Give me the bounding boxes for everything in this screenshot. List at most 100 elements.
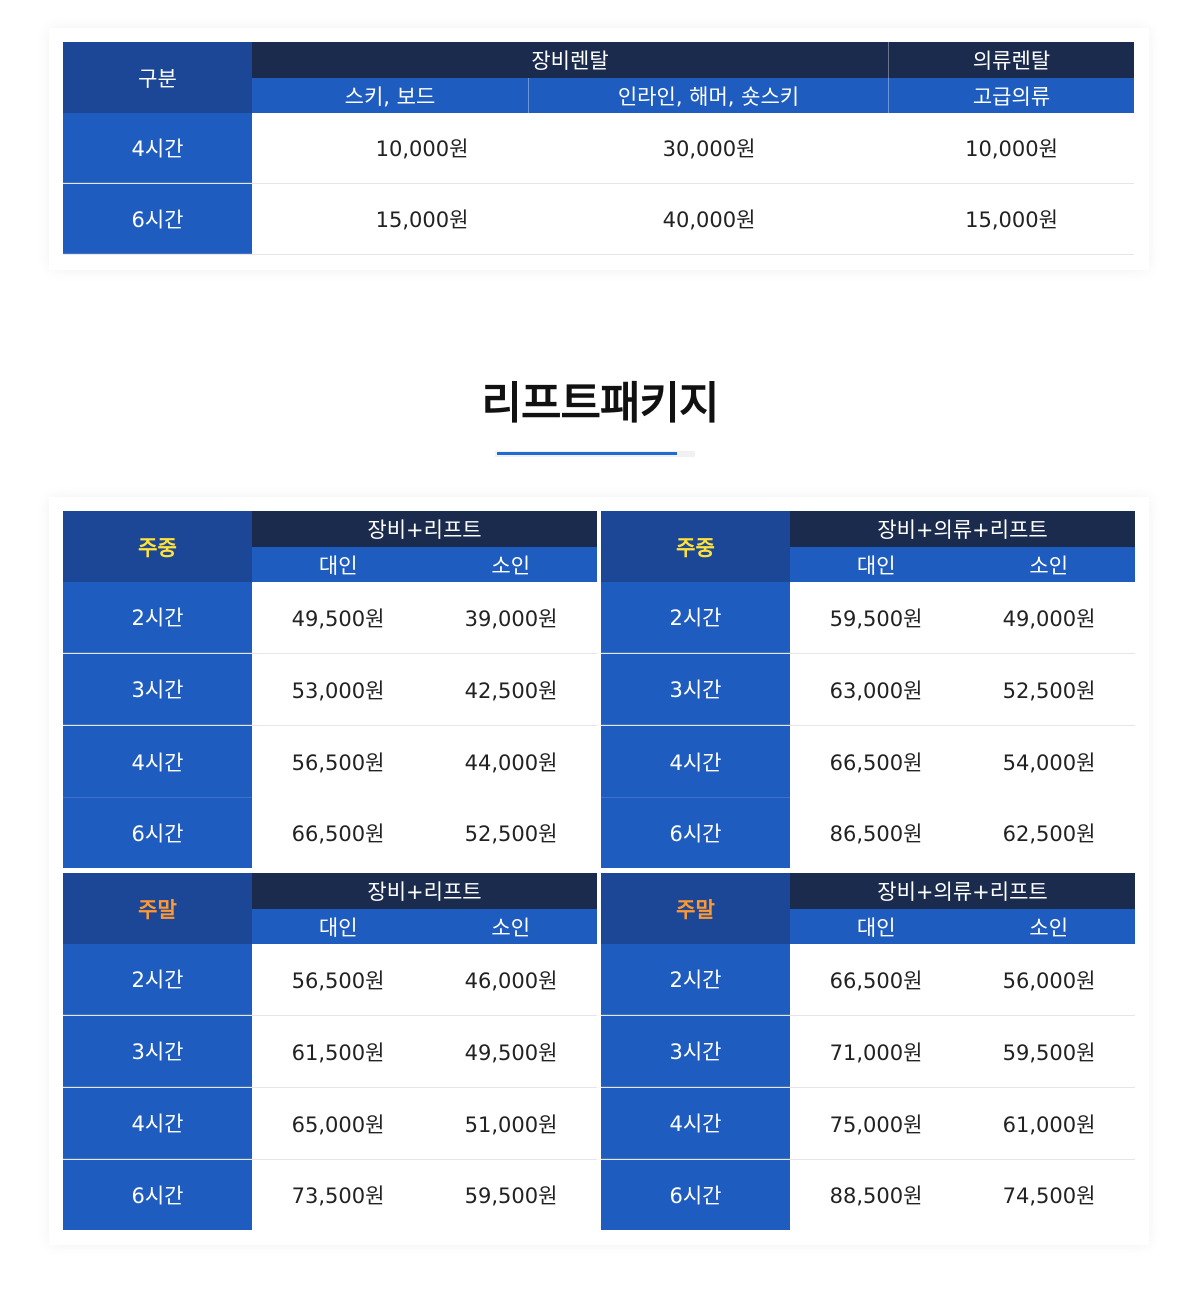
table-row: 6시간 73,500원 59,500원 (63, 1160, 597, 1230)
child-price: 59,500원 (464, 1184, 558, 1208)
adult-price: 71,000원 (829, 1040, 923, 1065)
lift-package-card: 주중 장비+리프트 대인 소인 2시간 49,500원 39,000원 3시간 53,… (49, 497, 1149, 1245)
duration-label: 4시간 (601, 1088, 790, 1159)
package-sub-header: 대인 소인 (252, 547, 597, 582)
duration-label: 2시간 (601, 582, 790, 653)
duration-label: 2시간 (601, 944, 790, 1015)
weekend-equipment-lift-table: 주말 장비+리프트 대인 소인 2시간 56,500원 46,000원 3시간 61,… (63, 873, 597, 1230)
package-sub-header: 대인 소인 (252, 909, 597, 944)
adult-header: 대인 (856, 553, 896, 578)
table-row: 2시간 49,500원 39,000원 (63, 582, 597, 654)
package-header: 주중 장비+리프트 대인 소인 (63, 511, 597, 582)
child-price: 49,500원 (464, 1040, 558, 1065)
child-price: 62,500원 (1002, 822, 1096, 846)
adult-price: 56,500원 (291, 968, 385, 993)
child-price: 61,000원 (1002, 1112, 1096, 1137)
child-price: 52,500원 (1002, 678, 1096, 703)
price-cell: 10,000원 (965, 137, 1058, 161)
title-underline (497, 452, 677, 455)
adult-header: 대인 (856, 915, 896, 940)
adult-price: 49,500원 (291, 606, 385, 631)
adult-price: 61,500원 (291, 1040, 385, 1065)
duration-label: 6시간 (63, 1160, 252, 1230)
table-row: 6시간 15,000원 40,000원 15,000원 (63, 184, 1134, 255)
weekday-equipment-lift-table: 주중 장비+리프트 대인 소인 2시간 49,500원 39,000원 3시간 53,… (63, 511, 597, 868)
rental-price-card: 구분 장비렌탈 의류렌탈 스키, 보드 인라인, 해머, 숏스키 고급의류 4시… (49, 28, 1149, 270)
child-price: 49,000원 (1002, 606, 1096, 631)
ski-board-header: 스키, 보드 (252, 78, 529, 113)
duration-label: 3시간 (63, 1016, 252, 1087)
child-price: 39,000원 (464, 606, 558, 631)
package-sub-header: 대인 소인 (790, 547, 1135, 582)
price-cell: 10,000원 (375, 137, 469, 161)
price-cell: 40,000원 (662, 208, 756, 232)
child-price: 74,500원 (1002, 1184, 1096, 1208)
adult-price: 86,500원 (829, 822, 923, 846)
adult-price: 65,000원 (291, 1112, 385, 1137)
table-row: 4시간 65,000원 51,000원 (63, 1088, 597, 1160)
weekday-label: 주중 (601, 511, 790, 582)
adult-price: 63,000원 (829, 678, 923, 703)
adult-price: 66,500원 (829, 751, 923, 775)
table-row: 3시간 61,500원 49,500원 (63, 1016, 597, 1088)
adult-price: 75,000원 (829, 1112, 923, 1137)
child-header: 소인 (1029, 915, 1069, 940)
duration-label: 4시간 (63, 726, 252, 798)
weekend-label: 주말 (601, 873, 790, 944)
table-row: 3시간 53,000원 42,500원 (63, 654, 597, 726)
package-header: 주말 장비+의류+리프트 대인 소인 (601, 873, 1135, 944)
table-row: 6시간 86,500원 62,500원 (601, 798, 1135, 868)
price-cell: 15,000원 (965, 208, 1058, 232)
weekend-equipment-clothing-lift-table: 주말 장비+의류+리프트 대인 소인 2시간 66,500원 56,000원 3시간… (601, 873, 1135, 1230)
adult-price: 66,500원 (829, 968, 923, 993)
duration-label: 3시간 (601, 654, 790, 725)
child-price: 52,500원 (464, 822, 558, 846)
equipment-rental-header: 장비렌탈 (252, 42, 889, 78)
table-row: 6시간 66,500원 52,500원 (63, 798, 597, 868)
premium-clothing-header: 고급의류 (889, 78, 1134, 113)
duration-label: 4시간 (63, 1088, 252, 1159)
weekend-label: 주말 (63, 873, 252, 944)
table-row: 2시간 56,500원 46,000원 (63, 944, 597, 1016)
category-header: 구분 (63, 42, 252, 113)
child-price: 59,500원 (1002, 1040, 1096, 1065)
child-header: 소인 (491, 553, 531, 578)
duration-label: 4시간 (63, 113, 252, 183)
price-cell: 30,000원 (662, 137, 756, 161)
child-header: 소인 (491, 915, 531, 940)
package-group-header: 장비+리프트 (252, 873, 597, 909)
duration-label: 2시간 (63, 944, 252, 1015)
duration-label: 3시간 (63, 654, 252, 725)
package-group-header: 장비+의류+리프트 (790, 511, 1135, 547)
child-header: 소인 (1029, 553, 1069, 578)
weekday-equipment-clothing-lift-table: 주중 장비+의류+리프트 대인 소인 2시간 59,500원 49,000원 3시간… (601, 511, 1135, 868)
table-row: 4시간 10,000원 30,000원 10,000원 (63, 113, 1134, 184)
inline-hammer-shortski-header: 인라인, 해머, 숏스키 (529, 78, 889, 113)
package-header: 주중 장비+의류+리프트 대인 소인 (601, 511, 1135, 582)
adult-price: 66,500원 (291, 822, 385, 846)
price-cell: 15,000원 (375, 208, 469, 232)
child-price: 54,000원 (1002, 751, 1096, 775)
package-group-header: 장비+의류+리프트 (790, 873, 1135, 909)
duration-label: 2시간 (63, 582, 252, 653)
duration-label: 4시간 (601, 726, 790, 798)
package-group-header: 장비+리프트 (252, 511, 597, 547)
table-row: 3시간 63,000원 52,500원 (601, 654, 1135, 726)
table-row: 6시간 88,500원 74,500원 (601, 1160, 1135, 1230)
rental-table-header: 구분 장비렌탈 의류렌탈 스키, 보드 인라인, 해머, 숏스키 고급의류 (63, 42, 1134, 113)
duration-label: 6시간 (63, 184, 252, 254)
child-price: 51,000원 (464, 1112, 558, 1137)
package-header: 주말 장비+리프트 대인 소인 (63, 873, 597, 944)
adult-header: 대인 (318, 915, 358, 940)
package-sub-header: 대인 소인 (790, 909, 1135, 944)
adult-price: 56,500원 (291, 751, 385, 775)
child-price: 56,000원 (1002, 968, 1096, 993)
table-row: 4시간 66,500원 54,000원 (601, 726, 1135, 798)
adult-header: 대인 (318, 553, 358, 578)
adult-price: 88,500원 (829, 1184, 923, 1208)
adult-price: 59,500원 (829, 606, 923, 631)
table-row: 4시간 56,500원 44,000원 (63, 726, 597, 798)
table-row: 3시간 71,000원 59,500원 (601, 1016, 1135, 1088)
duration-label: 6시간 (601, 1160, 790, 1230)
duration-label: 6시간 (601, 798, 790, 868)
